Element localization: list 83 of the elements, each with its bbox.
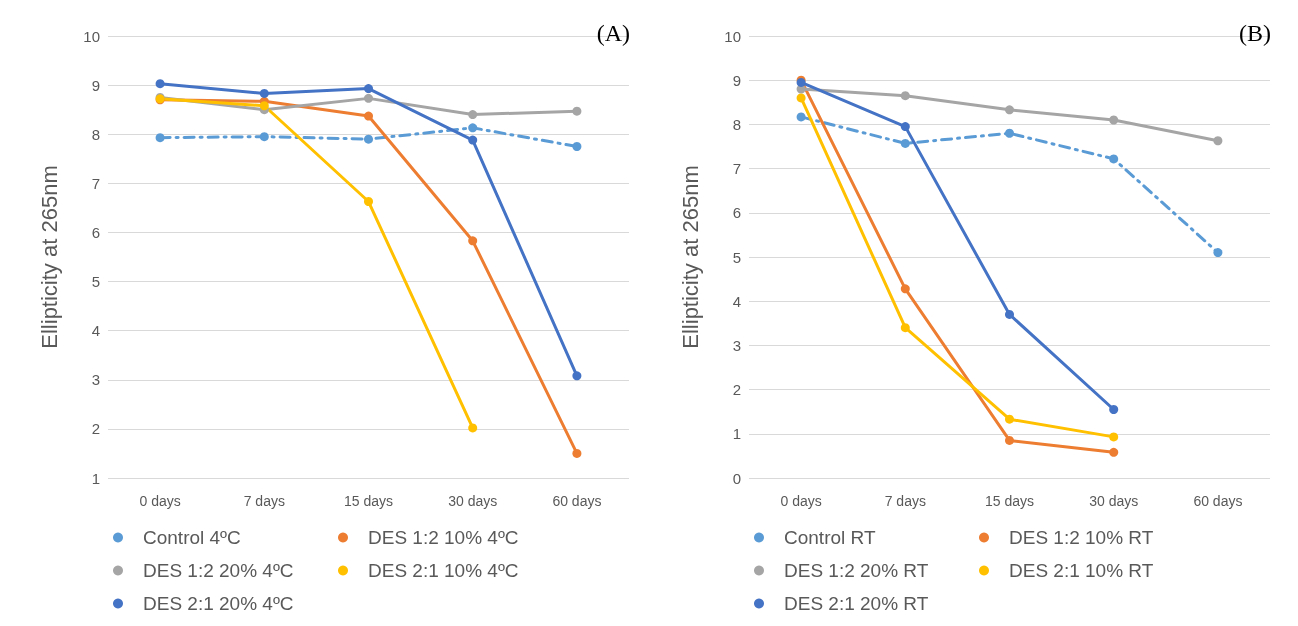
y-tick-label: 0 (732, 469, 741, 487)
y-tick-label: 6 (732, 204, 741, 222)
point (572, 371, 582, 381)
x-tick-label: 30 days (448, 493, 498, 509)
x-tick-label: 15 days (984, 493, 1035, 509)
point (1005, 435, 1014, 445)
chart-title: (B) (1239, 20, 1272, 46)
y-tick-label: 5 (732, 248, 741, 266)
point (468, 110, 478, 120)
y-tick-label: 7 (91, 174, 100, 192)
point (259, 132, 269, 142)
point (796, 93, 806, 103)
legend-label: DES 1:2 10% 4ºC (368, 527, 519, 548)
point (364, 134, 373, 144)
point (900, 138, 910, 148)
point (364, 197, 373, 206)
point (1005, 128, 1014, 138)
point (259, 88, 269, 98)
y-axis-title: Ellipticity at 265nm (36, 165, 62, 349)
y-tick-label: 8 (732, 115, 741, 133)
x-tick-label: 0 days (780, 493, 822, 509)
point (1213, 248, 1223, 258)
point (468, 236, 478, 246)
point (900, 323, 910, 333)
point (468, 423, 478, 433)
x-tick-label: 0 days (139, 493, 181, 509)
x-tick-label: 7 days (243, 493, 285, 509)
point (259, 101, 269, 111)
point (364, 93, 373, 103)
point (900, 284, 910, 294)
point (1005, 309, 1014, 319)
y-tick-label: 2 (732, 381, 741, 399)
y-tick-label: 4 (91, 322, 100, 340)
point (1005, 105, 1014, 115)
legend-label: Control 4ºC (143, 527, 241, 548)
point (572, 106, 582, 116)
legend-label: DES 2:1 20% 4ºC (143, 593, 294, 614)
y-tick-label: 9 (732, 71, 741, 89)
point (796, 112, 806, 122)
y-tick-label: 1 (732, 425, 741, 443)
point (1109, 154, 1119, 164)
y-axis-title: Ellipticity at 265nm (677, 165, 703, 349)
point (572, 448, 582, 458)
point (364, 84, 373, 94)
legend-label: Control RT (784, 527, 876, 548)
y-tick-label: 3 (732, 336, 741, 354)
point (1109, 115, 1119, 125)
y-tick-label: 2 (91, 420, 100, 438)
y-tick-label: 4 (732, 292, 741, 310)
point (1213, 136, 1223, 146)
point (155, 133, 165, 143)
y-tick-label: 7 (732, 160, 741, 178)
legend-label: DES 1:2 20% 4ºC (143, 560, 294, 581)
y-tick-label: 10 (83, 27, 100, 45)
x-tick-label: 7 days (884, 493, 926, 509)
point (900, 122, 910, 132)
y-tick-label: 3 (91, 371, 100, 389)
point (468, 135, 478, 145)
x-tick-label: 60 days (552, 493, 602, 509)
x-tick-label: 30 days (1089, 493, 1139, 509)
point (1005, 414, 1014, 424)
point (155, 79, 165, 89)
point (1109, 404, 1119, 414)
y-tick-label: 10 (724, 27, 741, 45)
point (468, 123, 478, 133)
x-tick-label: 60 days (1193, 493, 1243, 509)
legend-label: DES 1:2 10% RT (1009, 527, 1154, 548)
point (1109, 447, 1119, 457)
point (572, 142, 582, 151)
point (364, 111, 373, 121)
y-tick-label: 9 (91, 76, 100, 94)
y-tick-label: 5 (91, 273, 100, 291)
legend-label: DES 2:1 20% RT (784, 593, 929, 614)
point (900, 91, 910, 101)
legend-label: DES 1:2 20% RT (784, 560, 929, 581)
legend-label: DES 2:1 10% RT (1009, 560, 1154, 581)
y-tick-label: 8 (91, 125, 100, 143)
y-tick-label: 6 (91, 223, 100, 241)
point (1109, 432, 1119, 442)
y-tick-label: 1 (91, 469, 100, 487)
legend-label: DES 2:1 10% 4ºC (368, 560, 519, 581)
x-tick-label: 15 days (343, 493, 394, 509)
chart-title: (A) (596, 20, 631, 46)
